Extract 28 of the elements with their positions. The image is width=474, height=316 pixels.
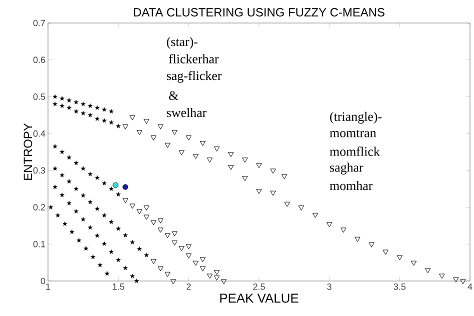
annotation: & [168, 91, 178, 100]
x-tick-label: 1 [46, 284, 50, 290]
annotation: saghar [330, 162, 364, 174]
x-tick-label: 3.5 [394, 284, 406, 290]
x-tick-label: 1.5 [112, 284, 124, 290]
y-tick-label: 0.6 [33, 56, 46, 64]
y-tick-label: 0.5 [33, 94, 46, 100]
y-axis-title: ENTROPY [24, 123, 32, 180]
annotation: swelhar [166, 108, 207, 118]
y-tick-label: 0.4 [33, 130, 46, 137]
y-tick-label: 0.2 [33, 204, 46, 210]
annotation: (star)- [166, 37, 198, 49]
annotation: momtran [330, 130, 376, 138]
x-tick-label: 3 [327, 284, 332, 290]
annotation: flickerhar [168, 54, 219, 64]
y-tick-label: 0 [40, 278, 46, 284]
y-tick-label: 0.1 [33, 240, 46, 248]
y-tick-label: 0.3 [33, 167, 46, 174]
annotation: sag-flicker [166, 70, 222, 83]
x-axis-title: PEAK VALUE [220, 294, 298, 303]
y-tick-label: 0.7 [33, 20, 46, 26]
annotation: momflick [330, 146, 380, 156]
x-tick-label: 4 [468, 284, 472, 290]
annotation: momhar [330, 180, 373, 190]
x-tick-label: 2 [186, 284, 191, 290]
chart-title: DATA CLUSTERING USING FUZZY C-MEANS [134, 8, 384, 16]
x-tick-label: 2.5 [253, 284, 265, 290]
annotation: (triangle)- [330, 112, 382, 124]
